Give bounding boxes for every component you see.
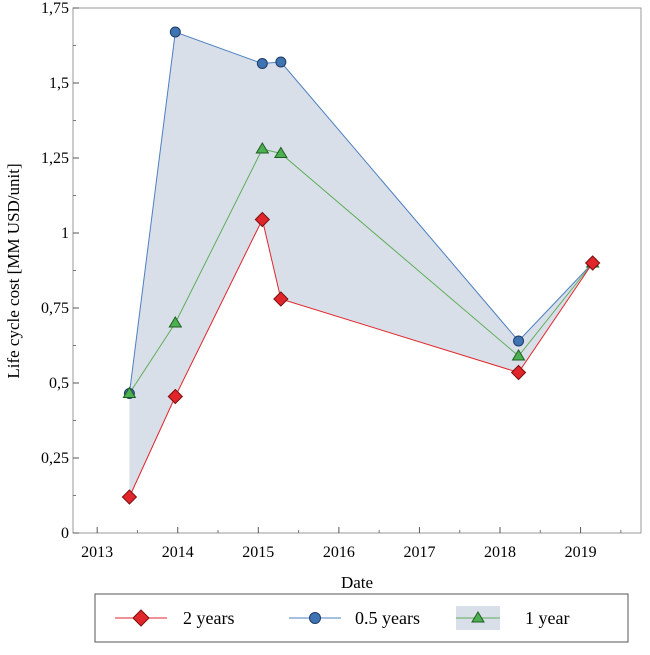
x-tick-label: 2017 xyxy=(403,544,435,561)
data-point-triangle xyxy=(255,142,270,154)
y-tick-label: 0 xyxy=(61,525,69,542)
data-point-diamond xyxy=(584,255,601,271)
data-point-circle xyxy=(256,58,268,69)
circle-marker-icon xyxy=(309,612,321,624)
y-tick-label: 0,25 xyxy=(41,450,69,467)
range-band-area xyxy=(129,32,593,497)
axes: 2013 2014 2015 2016 2017 2018 2019 0 0,25 0,5 0,75… xyxy=(41,0,622,561)
x-tick-label: 2015 xyxy=(242,544,274,561)
data-point-circle xyxy=(513,335,525,347)
y-axis-title: Life cycle cost [MM USD/unit] xyxy=(4,163,23,378)
legend-box xyxy=(94,593,629,643)
x-axis-title: Date xyxy=(341,573,373,592)
legend-label-1-year: 1 year xyxy=(525,608,569,628)
triangle-marker-icon xyxy=(471,611,485,623)
series-line-2-years xyxy=(128,218,594,498)
legend-item-0-5-years: 0.5 years xyxy=(289,608,420,628)
data-point-diamond xyxy=(121,489,138,505)
legend-item-2-years: 2 years xyxy=(115,608,234,628)
x-tick-label: 2019 xyxy=(565,544,597,561)
data-point-triangle xyxy=(511,349,526,361)
data-point-circle xyxy=(275,56,287,68)
y-tick-label: 0,5 xyxy=(49,375,69,392)
data-point-triangle xyxy=(122,386,137,398)
x-tick-label: 2018 xyxy=(484,544,516,561)
y-tick-label: 0,75 xyxy=(41,300,69,317)
data-point-diamond xyxy=(273,291,289,307)
data-point-diamond xyxy=(254,211,271,228)
legend: 2 years 0.5 years 1 year xyxy=(94,593,629,643)
range-band xyxy=(129,32,593,497)
legend-label-0-5-years: 0.5 years xyxy=(355,608,420,628)
data-point-triangle xyxy=(273,146,288,158)
y-tick-label: 1 xyxy=(61,225,69,242)
legend-label-2-years: 2 years xyxy=(183,608,234,628)
x-tick-label: 2014 xyxy=(162,544,194,561)
series-line-1-year xyxy=(128,148,594,394)
data-point-diamond xyxy=(167,388,184,405)
data-point-circle xyxy=(169,26,181,38)
series-line-0-5-years xyxy=(128,31,594,394)
diamond-marker-icon xyxy=(132,609,150,627)
data-point-triangle xyxy=(168,316,183,328)
series-layer xyxy=(121,26,601,505)
legend-item-1-year: 1 year xyxy=(456,606,569,630)
y-tick-label: 1,75 xyxy=(41,0,69,17)
y-tick-label: 1,5 xyxy=(49,75,69,92)
y-tick-label: 1,25 xyxy=(41,150,69,167)
plot-area: 2013 2014 2015 2016 2017 2018 2019 0 0,25 0,5 0,75… xyxy=(41,0,642,561)
x-tick-label: 2016 xyxy=(323,544,355,561)
x-tick-label: 2013 xyxy=(81,544,113,561)
data-point-diamond xyxy=(510,364,527,381)
